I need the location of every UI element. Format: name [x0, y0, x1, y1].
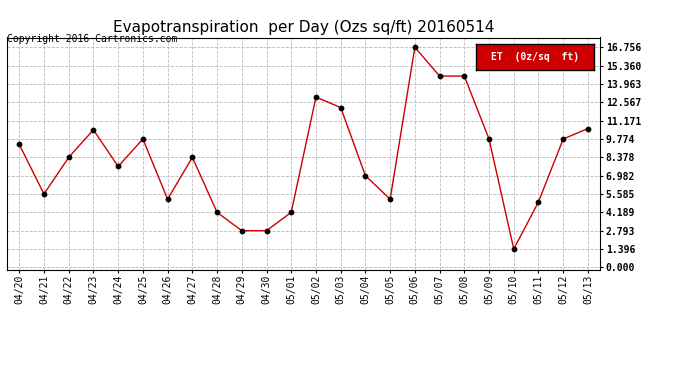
Point	[63, 154, 75, 160]
Point	[409, 44, 420, 50]
Point	[187, 154, 198, 160]
Point	[384, 196, 395, 202]
Point	[261, 228, 272, 234]
Title: Evapotranspiration  per Day (Ozs sq/ft) 20160514: Evapotranspiration per Day (Ozs sq/ft) 2…	[113, 20, 494, 35]
Point	[14, 141, 25, 147]
Point	[360, 172, 371, 178]
Point	[162, 196, 173, 202]
Point	[533, 199, 544, 205]
Point	[582, 126, 593, 132]
Point	[310, 94, 322, 100]
Point	[459, 73, 470, 79]
Point	[286, 209, 297, 215]
Point	[39, 191, 50, 197]
Point	[509, 246, 520, 252]
Point	[112, 164, 124, 170]
Point	[558, 136, 569, 142]
Point	[137, 136, 148, 142]
Point	[88, 127, 99, 133]
Point	[236, 228, 247, 234]
Point	[335, 105, 346, 111]
Text: Copyright 2016 Cartronics.com: Copyright 2016 Cartronics.com	[7, 34, 177, 44]
Point	[434, 73, 445, 79]
Point	[212, 209, 223, 215]
Point	[484, 136, 495, 142]
